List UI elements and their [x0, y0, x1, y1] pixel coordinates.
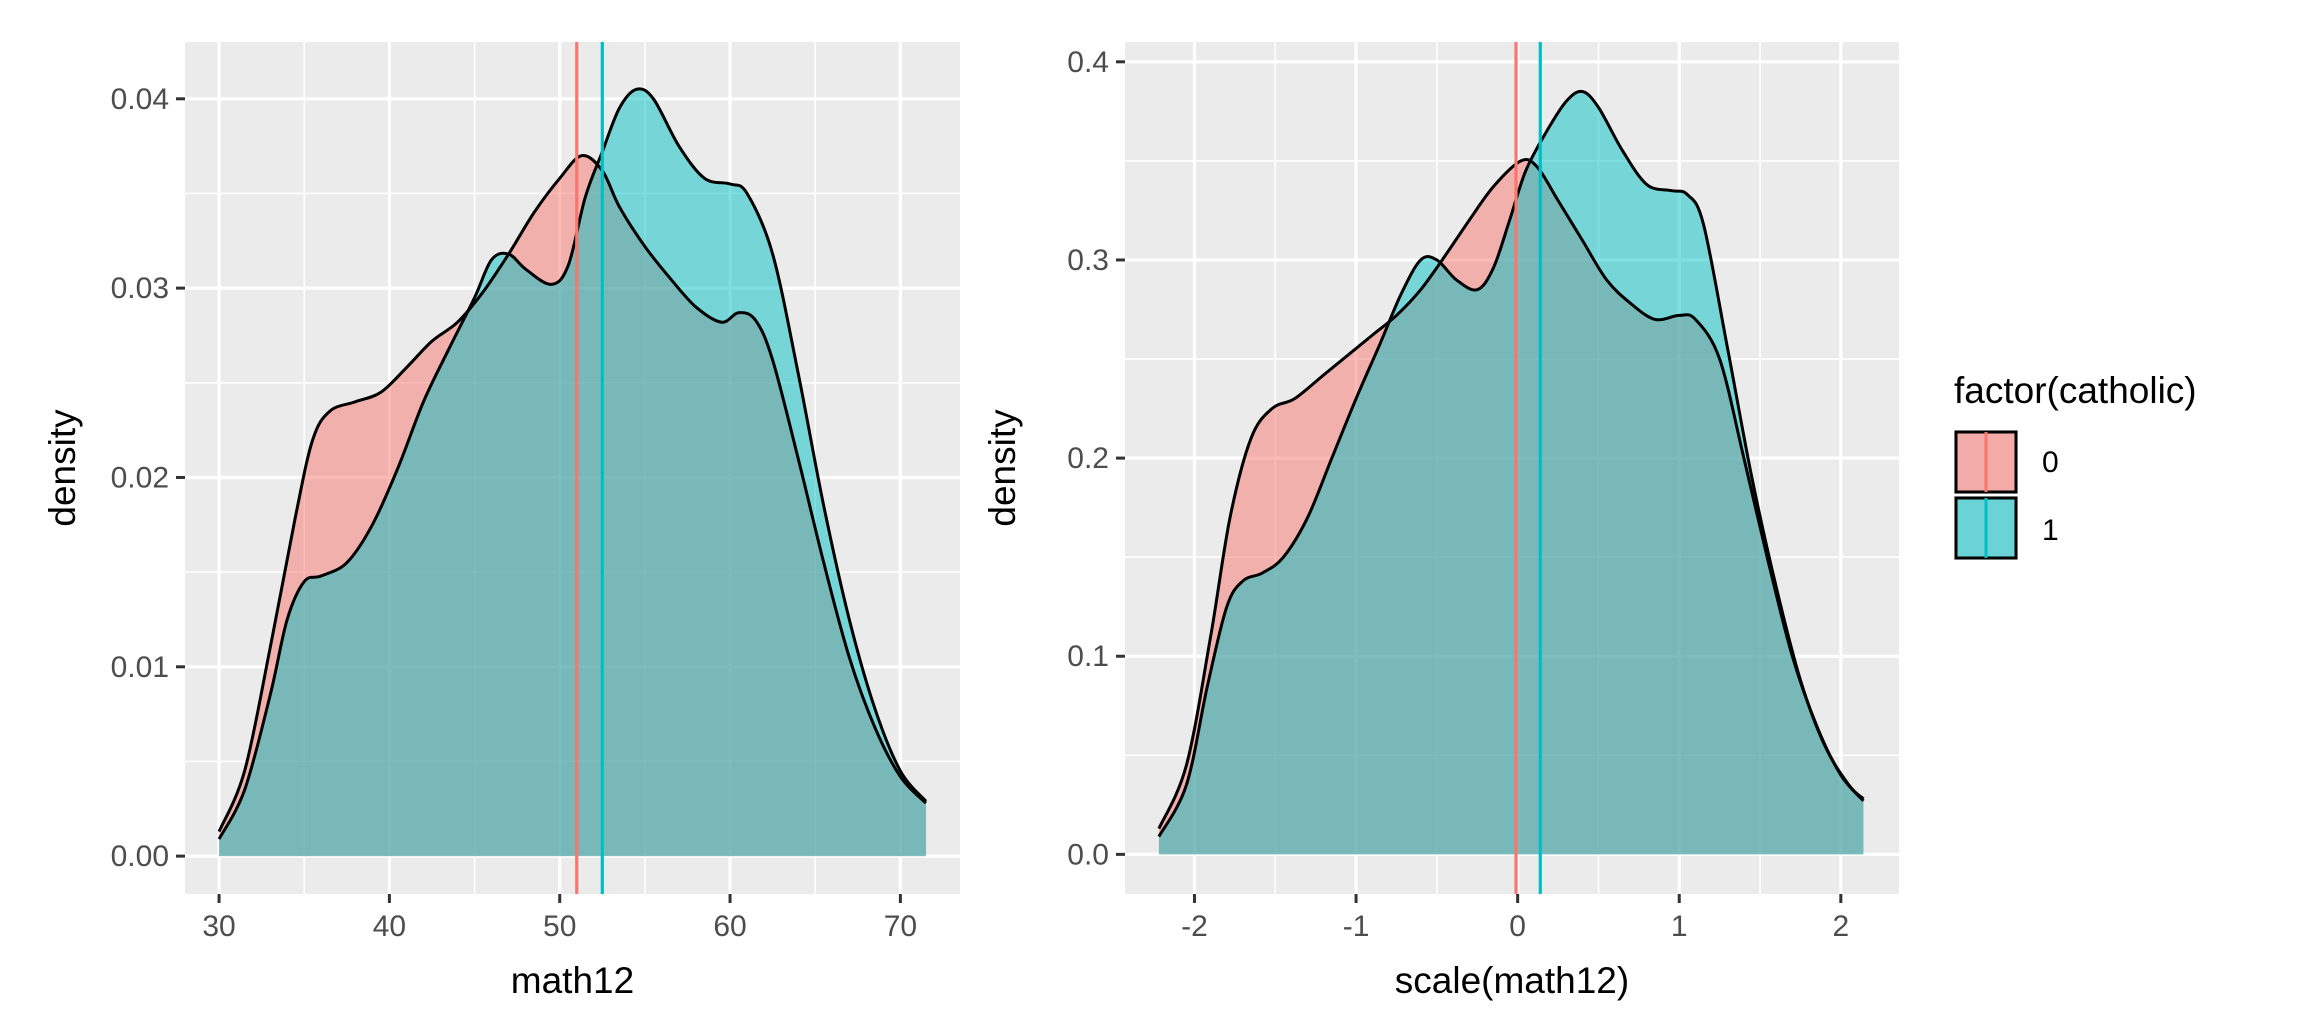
x-tick-label: 30: [202, 910, 235, 943]
y-tick-label: 0.02: [111, 461, 169, 494]
y-tick-label: 0.4: [1067, 46, 1109, 79]
x-tick-label: 50: [543, 910, 576, 943]
x-tick-label: 70: [884, 910, 917, 943]
legend: factor(catholic) 0 1: [1954, 370, 2197, 560]
y-tick-label: 0.03: [111, 272, 169, 305]
y-tick-label: 0.1: [1067, 640, 1109, 673]
legend-label-0: 0: [2042, 446, 2059, 479]
x-axis-title: math12: [511, 960, 634, 1001]
density-curve-series-0: [1157, 157, 1865, 830]
density-area-series-1: [1158, 91, 1864, 855]
y-axis-title: density: [982, 409, 1023, 527]
legend-title: factor(catholic): [1954, 370, 2197, 411]
x-tick-label: 60: [713, 910, 746, 943]
x-tick-label: 0: [1509, 910, 1526, 943]
y-tick-label: 0.00: [111, 840, 169, 873]
y-tick-label: 0.0: [1067, 838, 1109, 871]
x-tick-label: -1: [1343, 910, 1370, 943]
x-axis-title: scale(math12): [1395, 960, 1629, 1001]
x-tick-label: 1: [1671, 910, 1688, 943]
y-tick-label: 0.3: [1067, 244, 1109, 277]
x-tick-label: 2: [1832, 910, 1849, 943]
y-axis-title: density: [42, 409, 83, 527]
x-tick-label: 40: [373, 910, 406, 943]
y-tick-label: 0.01: [111, 651, 169, 684]
legend-item-0: 0: [1954, 430, 2059, 494]
density-panel-scaled-math12: -2 -1 0 1 2 0.0 0.1 0.2 0.3 0.4 scale(math12) densi…: [982, 42, 1899, 1001]
density-panel-math12: 30 40 50 60 70 0.00 0.01 0.02 0.03 0.04 math12 dens…: [42, 42, 960, 1001]
x-tick-label: -2: [1181, 910, 1208, 943]
legend-item-1: 1: [1954, 496, 2059, 560]
density-curve-series-0: [217, 154, 928, 833]
y-tick-label: 0.04: [111, 83, 169, 116]
density-area-series-1: [219, 88, 926, 857]
y-tick-label: 0.2: [1067, 442, 1109, 475]
legend-label-1: 1: [2042, 514, 2059, 547]
